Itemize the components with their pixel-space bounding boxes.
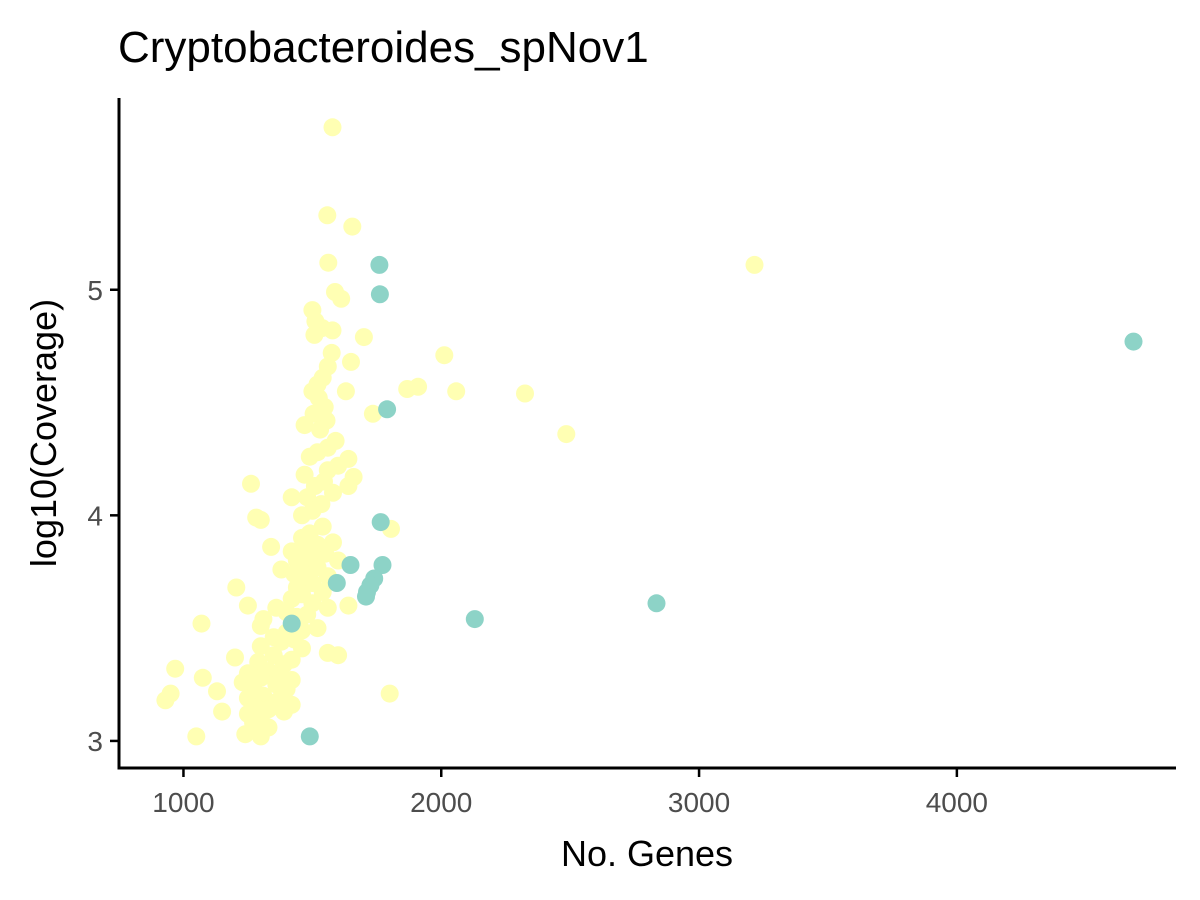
x-tick-label-3000: 3000 xyxy=(668,787,730,818)
x-tick-label-2000: 2000 xyxy=(410,787,472,818)
data-point-group_a-80 xyxy=(238,596,257,615)
points-layer xyxy=(156,118,1143,746)
ticks-layer: 1000 2000 3000 4000 3 4 5 xyxy=(87,275,988,818)
x-tick-label-1000: 1000 xyxy=(152,787,214,818)
data-point-group_a-126 xyxy=(213,702,232,721)
data-point-group_a-82 xyxy=(318,598,337,617)
data-point-group_a-32 xyxy=(557,425,576,444)
data-point-group_a-96 xyxy=(251,637,270,656)
data-point-group_b-1 xyxy=(370,285,389,304)
y-axis-title: log10(Coverage) xyxy=(23,299,64,567)
data-point-group_b-6 xyxy=(373,556,392,574)
data-point-group_a-14 xyxy=(342,352,360,371)
data-point-group_a-74 xyxy=(227,578,246,597)
data-point-group_a-88 xyxy=(192,614,211,633)
data-point-group_a-1 xyxy=(318,206,337,225)
data-point-group_a-101 xyxy=(226,648,244,667)
data-point-group_a-28 xyxy=(363,404,382,423)
data-point-group_a-46 xyxy=(324,483,342,502)
data-point-group_a-128 xyxy=(275,702,293,721)
data-point-group_a-118 xyxy=(380,684,399,703)
chart-title: Cryptobacteroides_spNov1 xyxy=(118,23,649,72)
data-point-group_a-4 xyxy=(745,255,764,274)
y-tick-label-5: 5 xyxy=(87,275,103,306)
data-point-group_b-0 xyxy=(370,255,389,274)
data-point-group_a-6 xyxy=(332,289,351,308)
data-point-group_a-3 xyxy=(319,253,338,272)
data-point-group_a-44 xyxy=(339,477,358,495)
y-tick-label-3: 3 xyxy=(87,726,103,757)
data-point-group_a-0 xyxy=(323,118,342,137)
data-point-group_a-12 xyxy=(354,328,373,347)
data-point-group_a-10 xyxy=(323,321,342,340)
data-point-group_a-22 xyxy=(398,380,417,398)
data-point-group_b-14 xyxy=(282,614,301,633)
data-point-group_a-48 xyxy=(282,488,301,507)
data-point-group_a-2 xyxy=(343,217,362,236)
x-axis-title: No. Genes xyxy=(561,833,733,874)
data-point-group_a-23 xyxy=(447,382,466,401)
data-point-group_a-132 xyxy=(236,725,255,744)
data-point-group_b-3 xyxy=(378,400,397,419)
data-point-group_a-116 xyxy=(208,682,226,701)
data-point-group_a-133 xyxy=(251,727,270,746)
data-point-group_a-105 xyxy=(166,659,185,678)
data-point-group_a-51 xyxy=(293,506,311,525)
data-point-group_a-24 xyxy=(516,384,534,403)
data-point-group_a-31 xyxy=(311,420,330,439)
data-point-group_a-53 xyxy=(251,510,270,529)
data-point-group_a-47 xyxy=(298,488,317,507)
data-point-group_a-36 xyxy=(300,447,319,466)
data-point-group_a-11 xyxy=(305,325,324,344)
data-point-group_a-60 xyxy=(262,537,281,556)
data-point-group_b-12 xyxy=(647,594,666,613)
data-point-group_a-45 xyxy=(242,474,260,493)
data-point-group_a-122 xyxy=(156,691,175,710)
data-point-group_b-4 xyxy=(371,513,390,532)
data-point-group_b-15 xyxy=(300,727,319,746)
data-point-group_a-90 xyxy=(308,619,327,638)
data-point-group_a-95 xyxy=(272,632,291,651)
data-point-group_a-134 xyxy=(187,727,206,746)
data-point-group_a-89 xyxy=(251,616,270,635)
data-point-group_a-20 xyxy=(336,382,355,401)
data-point-group_b-10 xyxy=(357,587,375,606)
data-point-group_a-30 xyxy=(295,416,314,435)
data-point-group_b-11 xyxy=(327,574,346,592)
x-tick-label-4000: 4000 xyxy=(926,787,988,818)
y-tick-label-4: 4 xyxy=(87,500,103,531)
data-point-group_b-5 xyxy=(341,556,360,574)
data-point-group_a-13 xyxy=(322,343,341,362)
data-point-group_a-110 xyxy=(193,668,212,687)
data-point-group_a-81 xyxy=(339,596,358,615)
data-point-group_b-2 xyxy=(1124,332,1143,351)
data-point-group_a-99 xyxy=(329,646,348,665)
data-point-group_a-78 xyxy=(282,589,301,608)
data-point-group_a-15 xyxy=(435,346,454,365)
data-point-group_b-13 xyxy=(465,610,484,629)
